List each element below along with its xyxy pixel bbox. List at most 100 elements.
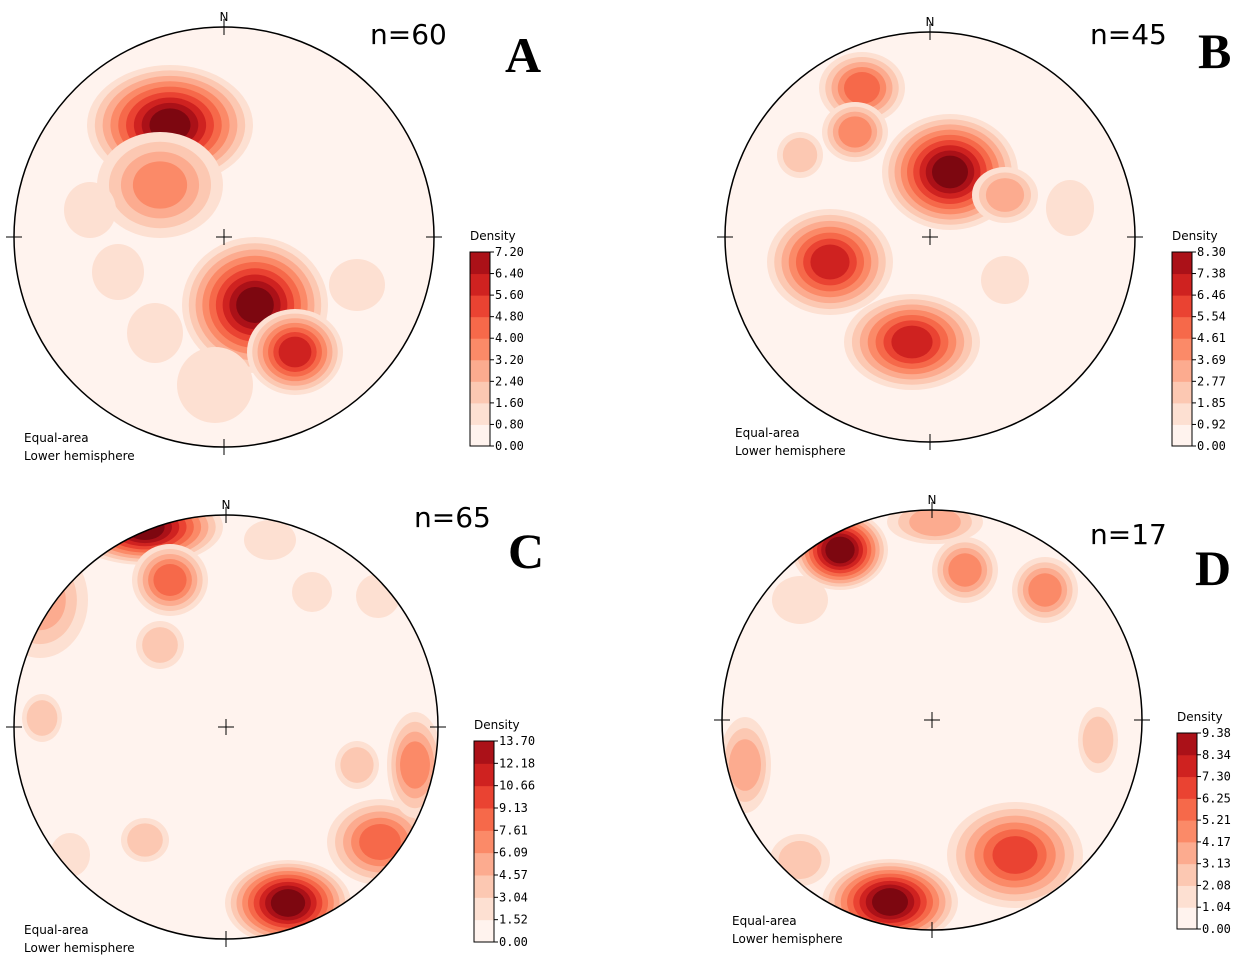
colorbar-bin: [1177, 841, 1197, 865]
contour: [1028, 573, 1062, 607]
projection-label: Equal-area: [732, 914, 797, 928]
colorbar-tick-label: 2.40: [495, 374, 524, 388]
contour: [872, 888, 908, 916]
colorbar-tick-label: 1.04: [1202, 900, 1231, 914]
contour: [64, 182, 116, 238]
colorbar-bin: [470, 338, 490, 361]
contour: [729, 739, 761, 791]
colorbar-bin: [470, 402, 490, 425]
colorbar-tick-label: 3.69: [1197, 353, 1226, 367]
colorbar-tick-label: 1.85: [1197, 396, 1226, 410]
colorbar-frame: [469, 251, 491, 447]
colorbar-tick-label: 9.38: [1202, 726, 1231, 740]
colorbar-tick-label: 0.80: [495, 417, 524, 431]
contour: [891, 325, 933, 359]
colorbar-bin: [474, 919, 494, 943]
colorbar-tick-label: 1.52: [499, 913, 528, 927]
contour: [92, 244, 144, 300]
panel-letter: C: [508, 523, 544, 579]
north-label: N: [220, 10, 229, 24]
colorbar-tick-label: 0.00: [1197, 439, 1226, 453]
projection-label: Equal-area: [735, 426, 800, 440]
contour: [127, 303, 183, 363]
colorbar-tick-label: 4.61: [1197, 331, 1226, 345]
colorbar-bin: [1172, 381, 1192, 404]
colorbar-bin: [470, 381, 490, 404]
colorbar-frame: [1176, 732, 1198, 930]
contour: [992, 836, 1038, 874]
colorbar-bin: [1172, 273, 1192, 296]
contour: [278, 336, 312, 368]
colorbar-tick-label: 9.13: [499, 801, 528, 815]
projection-label: Lower hemisphere: [735, 444, 846, 458]
contour: [270, 889, 306, 917]
contour: [177, 347, 253, 423]
density-contours: [64, 65, 385, 423]
colorbar-tick-label: 4.17: [1202, 835, 1231, 849]
colorbar-bin: [1177, 907, 1197, 930]
colorbar-tick-label: 0.00: [499, 935, 528, 949]
colorbar-tick-label: 7.38: [1197, 267, 1226, 281]
contour: [244, 520, 296, 560]
colorbar-bin: [470, 273, 490, 296]
colorbar-tick-label: 7.61: [499, 823, 528, 837]
projection-label: Lower hemisphere: [24, 449, 135, 463]
contour: [772, 576, 828, 624]
colorbar-bin: [474, 875, 494, 898]
colorbar-bin: [1172, 424, 1192, 447]
contour: [14, 555, 77, 645]
colorbar-bin: [1177, 754, 1197, 778]
contour: [340, 747, 374, 783]
colorbar-bin: [470, 252, 490, 275]
contour: [1046, 180, 1094, 236]
contour: [127, 823, 163, 857]
contour: [400, 741, 430, 789]
colorbar-title: Density: [470, 229, 516, 243]
north-label: N: [222, 498, 231, 512]
projection-label: Lower hemisphere: [24, 941, 135, 955]
colorbar-frame: [1171, 251, 1193, 447]
colorbar-bin: [474, 808, 494, 831]
colorbar-tick-label: 0.00: [495, 439, 524, 453]
colorbar-bin: [474, 852, 494, 876]
colorbar-bin: [474, 785, 494, 809]
colorbar-bin: [470, 424, 490, 447]
colorbar-tick-label: 5.60: [495, 288, 524, 302]
colorbar-tick-label: 6.25: [1202, 791, 1231, 805]
contour: [1082, 716, 1114, 764]
stereonet-panel: Nn=60 A Equal-area Lower hemisphere Density 0…: [6, 10, 541, 463]
colorbar-title: Density: [1172, 229, 1218, 243]
contour: [844, 72, 880, 104]
colorbar-bin: [470, 316, 490, 339]
contour: [26, 700, 58, 736]
contour: [153, 564, 187, 596]
colorbar-bin: [474, 763, 494, 787]
sample-count: n=60: [370, 18, 447, 51]
panel-letter: A: [505, 27, 541, 83]
contour: [14, 569, 66, 631]
colorbar-bin: [1172, 316, 1192, 339]
colorbar-bin: [474, 741, 494, 764]
colorbar-tick-label: 5.54: [1197, 310, 1226, 324]
colorbar-tick-label: 6.40: [495, 267, 524, 281]
colorbar-title: Density: [474, 718, 520, 732]
projection-label: Lower hemisphere: [732, 932, 843, 946]
colorbar-tick-label: 0.00: [1202, 922, 1231, 936]
colorbar-title: Density: [1177, 710, 1223, 724]
colorbar-bin: [1172, 402, 1192, 425]
contour: [142, 627, 178, 663]
colorbar-tick-label: 5.21: [1202, 813, 1231, 827]
north-label: N: [926, 15, 935, 29]
contour: [132, 161, 188, 209]
colorbar-tick-label: 4.00: [495, 331, 524, 345]
contour: [782, 137, 818, 173]
colorbar-bin: [474, 830, 494, 854]
projection-label: Equal-area: [24, 431, 89, 445]
contour: [948, 553, 982, 587]
stereonet-panel: Nn=17 D Equal-area Lower hemisphere Density 0…: [714, 493, 1231, 946]
colorbar-bin: [1177, 776, 1197, 799]
contour: [825, 536, 855, 564]
contour: [932, 155, 968, 189]
colorbar-bin: [1172, 295, 1192, 318]
